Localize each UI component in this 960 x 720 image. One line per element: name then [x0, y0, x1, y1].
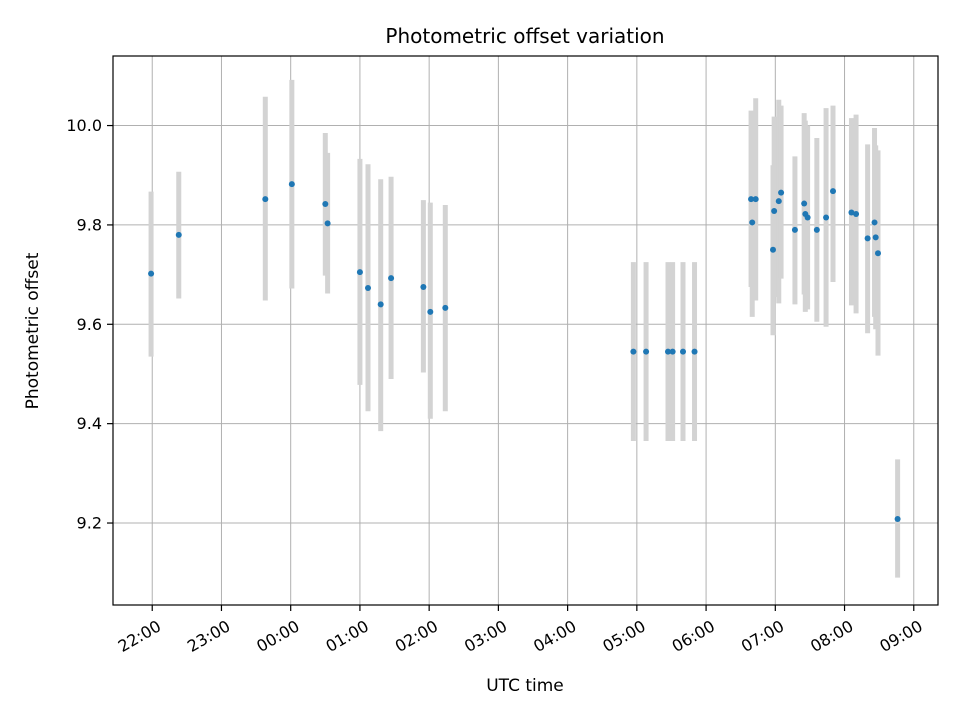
data-point — [830, 188, 836, 195]
chart-title: Photometric offset variation — [385, 24, 664, 48]
y-tick-label: 9.2 — [77, 514, 102, 533]
data-point — [630, 348, 637, 355]
data-point — [288, 181, 295, 188]
y-tick-label: 9.6 — [77, 315, 102, 334]
data-point — [324, 220, 331, 227]
data-point — [894, 516, 901, 523]
y-axis-ticks: 9.2 9.4 9.6 9.8 10.0 — [66, 116, 113, 533]
plot-frame — [112, 55, 939, 606]
data-point — [791, 226, 798, 233]
data-point — [778, 189, 785, 196]
grid — [113, 56, 938, 605]
data-point — [813, 226, 820, 233]
data-point — [365, 285, 371, 292]
data-points — [148, 181, 901, 523]
data-point — [427, 308, 434, 315]
data-point — [322, 201, 329, 208]
data-point — [775, 198, 782, 205]
data-point — [872, 234, 879, 241]
data-point — [669, 348, 676, 355]
data-point — [848, 209, 855, 216]
data-point — [749, 219, 756, 226]
data-point — [665, 348, 671, 355]
data-point — [864, 235, 871, 242]
y-tick-label: 9.4 — [77, 414, 102, 433]
data-point — [643, 348, 650, 355]
data-point — [801, 200, 808, 207]
data-point — [771, 208, 778, 215]
data-point — [680, 348, 686, 355]
y-tick-label: 9.8 — [77, 215, 102, 234]
data-point — [691, 348, 698, 355]
data-point — [262, 196, 269, 203]
data-point — [804, 214, 811, 221]
y-axis-label: Photometric offset — [23, 252, 43, 409]
data-point — [875, 250, 881, 257]
data-point — [388, 275, 395, 282]
data-point — [853, 210, 860, 217]
data-point — [748, 196, 755, 203]
x-axis-label: UTC time — [486, 676, 564, 696]
data-point — [420, 284, 427, 291]
data-point — [356, 269, 363, 276]
data-point — [823, 214, 830, 221]
data-point — [148, 270, 155, 277]
data-point — [770, 246, 776, 253]
data-point — [175, 231, 182, 238]
data-point — [377, 301, 384, 308]
data-point — [871, 219, 878, 226]
data-point — [752, 196, 759, 203]
data-point — [442, 304, 449, 311]
y-tick-label: 10.0 — [66, 116, 102, 135]
